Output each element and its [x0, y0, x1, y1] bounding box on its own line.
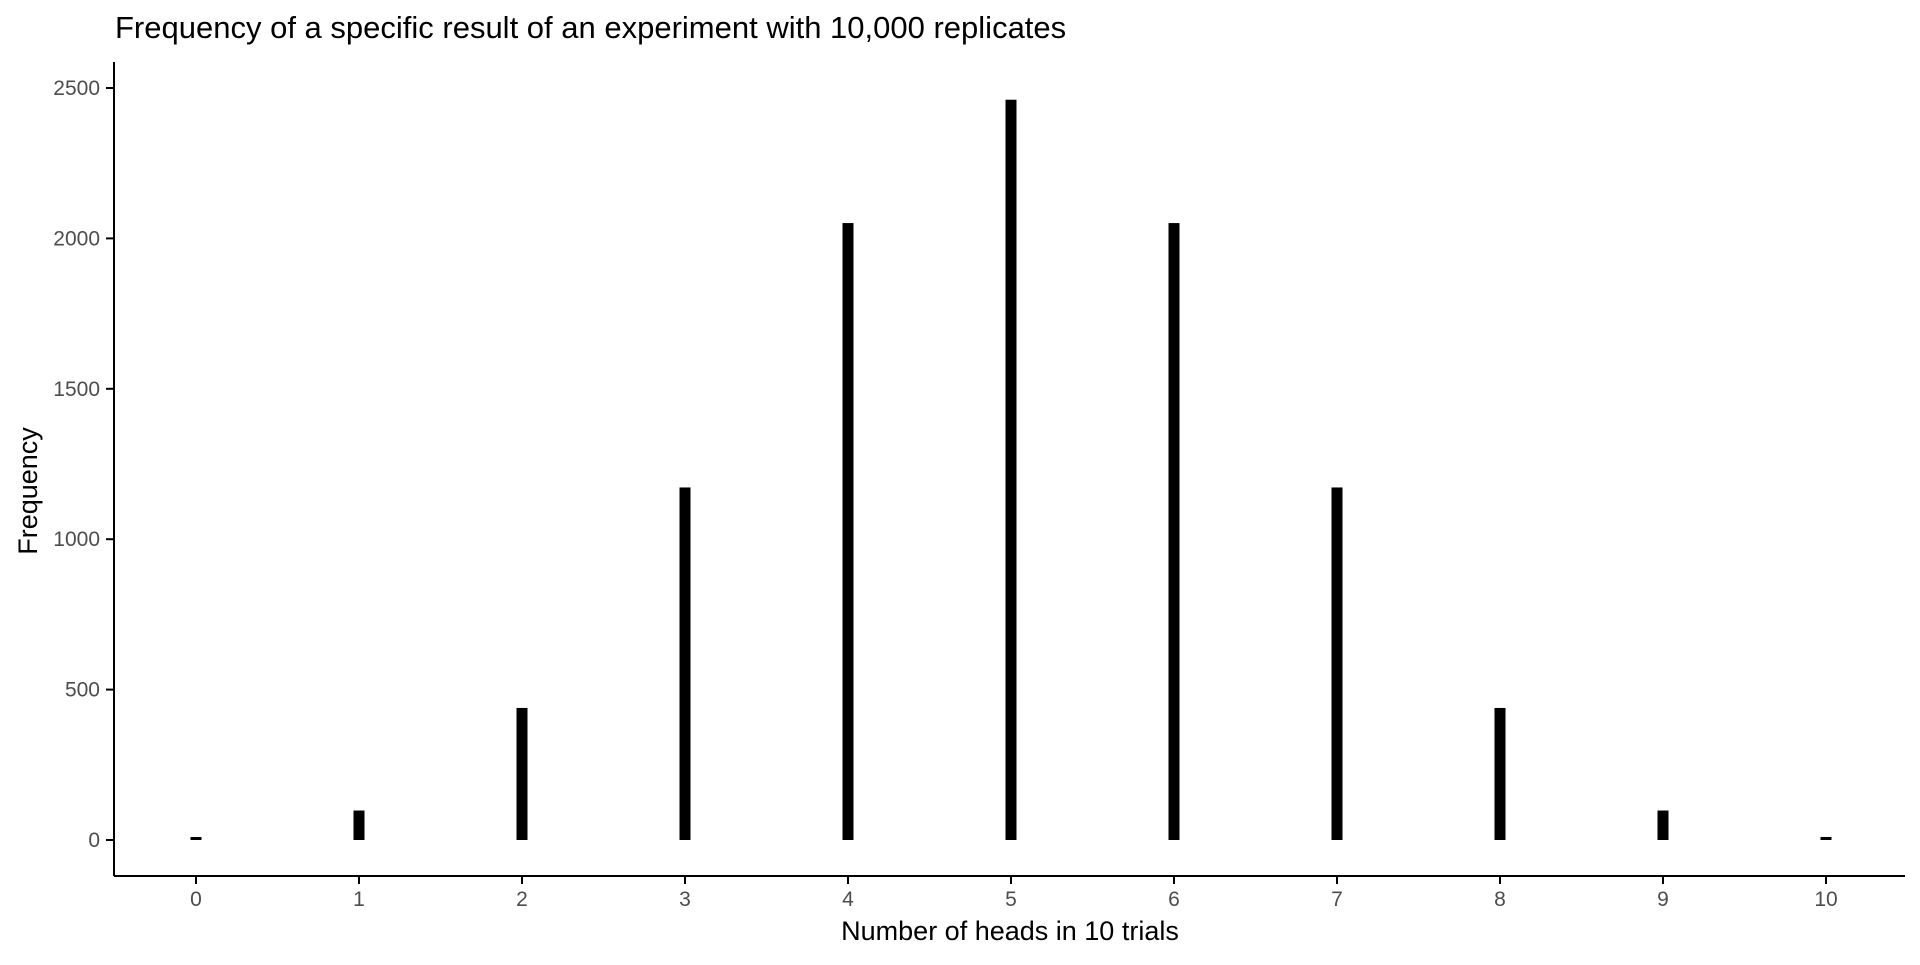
y-tick-label-1000: 1000 [53, 528, 100, 551]
x-tick-label-7: 7 [1331, 888, 1343, 911]
x-tick-label-3: 3 [679, 888, 691, 911]
x-tick-label-9: 9 [1657, 888, 1669, 911]
bar-2 [516, 707, 528, 840]
y-axis-label: Frequency [13, 427, 43, 555]
y-tick-label-1500: 1500 [53, 378, 100, 401]
x-ticks-group: 0 1 2 3 4 5 6 7 8 9 10 [190, 876, 1838, 911]
bars-group [190, 99, 1832, 841]
y-tick-label-0: 0 [88, 829, 100, 852]
x-tick-label-10: 10 [1814, 888, 1837, 911]
bar-10 [1820, 836, 1832, 840]
bar-1 [353, 810, 365, 840]
bar-6 [1168, 223, 1180, 840]
x-tick-label-4: 4 [842, 888, 854, 911]
x-tick-label-0: 0 [190, 888, 202, 911]
x-tick-label-1: 1 [353, 888, 365, 911]
bar-3 [679, 487, 691, 840]
chart-title: Frequency of a specific result of an exp… [115, 10, 1066, 45]
x-tick-label-6: 6 [1168, 888, 1180, 911]
y-tick-label-2500: 2500 [53, 77, 100, 100]
x-tick-label-8: 8 [1494, 888, 1506, 911]
y-tick-label-2000: 2000 [53, 227, 100, 250]
bar-7 [1331, 487, 1343, 840]
bar-8 [1494, 707, 1506, 840]
bar-4 [842, 223, 854, 840]
x-tick-label-5: 5 [1005, 888, 1017, 911]
y-tick-label-500: 500 [65, 679, 100, 702]
bar-5 [1005, 99, 1017, 841]
bar-0 [190, 836, 202, 840]
y-ticks-group: 0 500 1000 1500 2000 2500 [53, 77, 114, 852]
x-tick-label-2: 2 [516, 888, 528, 911]
x-axis-label: Number of heads in 10 trials [841, 916, 1179, 946]
bar-9 [1657, 810, 1669, 840]
